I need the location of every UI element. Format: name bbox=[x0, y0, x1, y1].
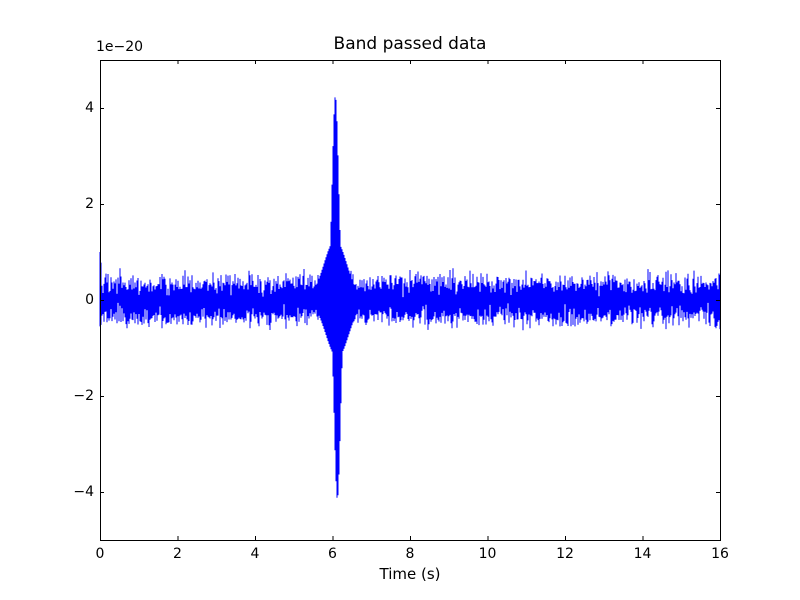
x-tick-label: 14 bbox=[633, 546, 652, 562]
waveform-series bbox=[99, 97, 721, 498]
x-tick-label: 12 bbox=[556, 546, 574, 562]
x-tick-label: 2 bbox=[173, 546, 182, 562]
x-tick-label: 6 bbox=[328, 546, 337, 562]
tick-marks bbox=[100, 60, 721, 540]
y-tick-label: 0 bbox=[85, 292, 94, 308]
x-tick-label: 0 bbox=[95, 546, 105, 562]
y-tick-label: 2 bbox=[85, 196, 94, 212]
y-tick-label: −4 bbox=[73, 484, 94, 500]
x-axis-label: Time (s) bbox=[379, 565, 441, 583]
y-tick-label: 4 bbox=[85, 100, 94, 116]
x-tick-label: 4 bbox=[250, 546, 260, 562]
x-tick-label: 16 bbox=[711, 546, 729, 562]
x-tick-label: 10 bbox=[478, 546, 497, 562]
y-axis-offset-label: 1e−20 bbox=[96, 39, 144, 55]
chart-title: Band passed data bbox=[333, 34, 487, 54]
x-tick-label: 8 bbox=[405, 546, 415, 562]
y-tick-label: −2 bbox=[73, 388, 94, 404]
